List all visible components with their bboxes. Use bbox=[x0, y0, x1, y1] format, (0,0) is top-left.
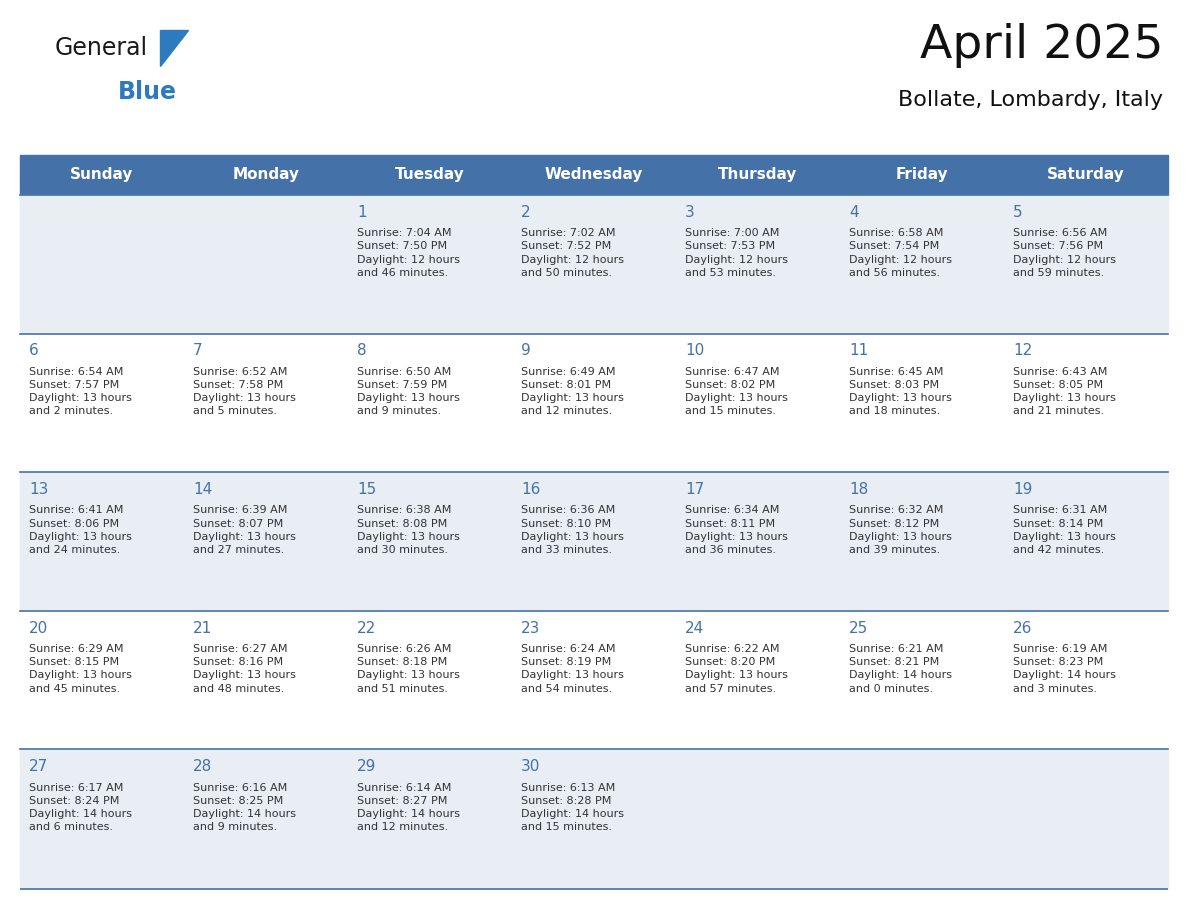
Text: 19: 19 bbox=[1013, 482, 1032, 497]
Text: 22: 22 bbox=[358, 621, 377, 635]
Text: Tuesday: Tuesday bbox=[396, 167, 465, 183]
Text: 13: 13 bbox=[30, 482, 49, 497]
Text: Sunrise: 6:14 AM
Sunset: 8:27 PM
Daylight: 14 hours
and 12 minutes.: Sunrise: 6:14 AM Sunset: 8:27 PM Dayligh… bbox=[358, 783, 460, 833]
Text: Sunrise: 6:22 AM
Sunset: 8:20 PM
Daylight: 13 hours
and 57 minutes.: Sunrise: 6:22 AM Sunset: 8:20 PM Dayligh… bbox=[685, 644, 788, 694]
Text: Monday: Monday bbox=[233, 167, 299, 183]
Text: 1: 1 bbox=[358, 205, 367, 219]
Text: 23: 23 bbox=[522, 621, 541, 635]
Text: General: General bbox=[55, 36, 148, 60]
Text: Friday: Friday bbox=[896, 167, 948, 183]
Text: 16: 16 bbox=[522, 482, 541, 497]
Text: 21: 21 bbox=[194, 621, 213, 635]
Text: 10: 10 bbox=[685, 343, 704, 358]
Text: Sunrise: 6:47 AM
Sunset: 8:02 PM
Daylight: 13 hours
and 15 minutes.: Sunrise: 6:47 AM Sunset: 8:02 PM Dayligh… bbox=[685, 367, 788, 417]
Text: Sunrise: 6:56 AM
Sunset: 7:56 PM
Daylight: 12 hours
and 59 minutes.: Sunrise: 6:56 AM Sunset: 7:56 PM Dayligh… bbox=[1013, 229, 1117, 278]
Text: 17: 17 bbox=[685, 482, 704, 497]
Text: Blue: Blue bbox=[118, 80, 177, 104]
Text: Sunrise: 6:58 AM
Sunset: 7:54 PM
Daylight: 12 hours
and 56 minutes.: Sunrise: 6:58 AM Sunset: 7:54 PM Dayligh… bbox=[849, 229, 953, 278]
Text: April 2025: April 2025 bbox=[920, 23, 1163, 68]
Text: 2: 2 bbox=[522, 205, 531, 219]
Text: Thursday: Thursday bbox=[719, 167, 797, 183]
Text: Sunrise: 6:54 AM
Sunset: 7:57 PM
Daylight: 13 hours
and 2 minutes.: Sunrise: 6:54 AM Sunset: 7:57 PM Dayligh… bbox=[30, 367, 132, 417]
Text: 12: 12 bbox=[1013, 343, 1032, 358]
Text: Sunrise: 6:45 AM
Sunset: 8:03 PM
Daylight: 13 hours
and 18 minutes.: Sunrise: 6:45 AM Sunset: 8:03 PM Dayligh… bbox=[849, 367, 952, 417]
Text: Sunrise: 6:16 AM
Sunset: 8:25 PM
Daylight: 14 hours
and 9 minutes.: Sunrise: 6:16 AM Sunset: 8:25 PM Dayligh… bbox=[194, 783, 296, 833]
Text: 5: 5 bbox=[1013, 205, 1023, 219]
Text: 15: 15 bbox=[358, 482, 377, 497]
Text: Sunrise: 6:50 AM
Sunset: 7:59 PM
Daylight: 13 hours
and 9 minutes.: Sunrise: 6:50 AM Sunset: 7:59 PM Dayligh… bbox=[358, 367, 460, 417]
Text: 29: 29 bbox=[358, 759, 377, 774]
Text: 6: 6 bbox=[30, 343, 39, 358]
Text: 30: 30 bbox=[522, 759, 541, 774]
Text: Sunrise: 6:26 AM
Sunset: 8:18 PM
Daylight: 13 hours
and 51 minutes.: Sunrise: 6:26 AM Sunset: 8:18 PM Dayligh… bbox=[358, 644, 460, 694]
Text: 25: 25 bbox=[849, 621, 868, 635]
Polygon shape bbox=[160, 30, 188, 66]
Text: Sunrise: 6:39 AM
Sunset: 8:07 PM
Daylight: 13 hours
and 27 minutes.: Sunrise: 6:39 AM Sunset: 8:07 PM Dayligh… bbox=[194, 506, 296, 555]
Text: 28: 28 bbox=[194, 759, 213, 774]
Text: 4: 4 bbox=[849, 205, 859, 219]
Text: 8: 8 bbox=[358, 343, 367, 358]
Text: Sunrise: 6:49 AM
Sunset: 8:01 PM
Daylight: 13 hours
and 12 minutes.: Sunrise: 6:49 AM Sunset: 8:01 PM Dayligh… bbox=[522, 367, 624, 417]
Text: Sunrise: 6:17 AM
Sunset: 8:24 PM
Daylight: 14 hours
and 6 minutes.: Sunrise: 6:17 AM Sunset: 8:24 PM Dayligh… bbox=[30, 783, 132, 833]
Text: 20: 20 bbox=[30, 621, 49, 635]
Text: Sunrise: 7:00 AM
Sunset: 7:53 PM
Daylight: 12 hours
and 53 minutes.: Sunrise: 7:00 AM Sunset: 7:53 PM Dayligh… bbox=[685, 229, 788, 278]
Text: 3: 3 bbox=[685, 205, 695, 219]
Text: Sunrise: 7:02 AM
Sunset: 7:52 PM
Daylight: 12 hours
and 50 minutes.: Sunrise: 7:02 AM Sunset: 7:52 PM Dayligh… bbox=[522, 229, 624, 278]
Text: Sunrise: 6:27 AM
Sunset: 8:16 PM
Daylight: 13 hours
and 48 minutes.: Sunrise: 6:27 AM Sunset: 8:16 PM Dayligh… bbox=[194, 644, 296, 694]
Text: Sunrise: 6:29 AM
Sunset: 8:15 PM
Daylight: 13 hours
and 45 minutes.: Sunrise: 6:29 AM Sunset: 8:15 PM Dayligh… bbox=[30, 644, 132, 694]
Text: Wednesday: Wednesday bbox=[545, 167, 643, 183]
Text: Sunrise: 6:38 AM
Sunset: 8:08 PM
Daylight: 13 hours
and 30 minutes.: Sunrise: 6:38 AM Sunset: 8:08 PM Dayligh… bbox=[358, 506, 460, 555]
Text: Sunrise: 6:52 AM
Sunset: 7:58 PM
Daylight: 13 hours
and 5 minutes.: Sunrise: 6:52 AM Sunset: 7:58 PM Dayligh… bbox=[194, 367, 296, 417]
Text: 14: 14 bbox=[194, 482, 213, 497]
Text: Bollate, Lombardy, Italy: Bollate, Lombardy, Italy bbox=[898, 90, 1163, 110]
Text: Sunday: Sunday bbox=[70, 167, 134, 183]
Text: Sunrise: 6:21 AM
Sunset: 8:21 PM
Daylight: 14 hours
and 0 minutes.: Sunrise: 6:21 AM Sunset: 8:21 PM Dayligh… bbox=[849, 644, 953, 694]
Text: 27: 27 bbox=[30, 759, 49, 774]
Text: Sunrise: 6:24 AM
Sunset: 8:19 PM
Daylight: 13 hours
and 54 minutes.: Sunrise: 6:24 AM Sunset: 8:19 PM Dayligh… bbox=[522, 644, 624, 694]
Text: Sunrise: 6:32 AM
Sunset: 8:12 PM
Daylight: 13 hours
and 39 minutes.: Sunrise: 6:32 AM Sunset: 8:12 PM Dayligh… bbox=[849, 506, 952, 555]
Text: Sunrise: 6:34 AM
Sunset: 8:11 PM
Daylight: 13 hours
and 36 minutes.: Sunrise: 6:34 AM Sunset: 8:11 PM Dayligh… bbox=[685, 506, 788, 555]
Text: 18: 18 bbox=[849, 482, 868, 497]
Text: Sunrise: 6:19 AM
Sunset: 8:23 PM
Daylight: 14 hours
and 3 minutes.: Sunrise: 6:19 AM Sunset: 8:23 PM Dayligh… bbox=[1013, 644, 1117, 694]
Text: Saturday: Saturday bbox=[1047, 167, 1125, 183]
Text: Sunrise: 7:04 AM
Sunset: 7:50 PM
Daylight: 12 hours
and 46 minutes.: Sunrise: 7:04 AM Sunset: 7:50 PM Dayligh… bbox=[358, 229, 460, 278]
Text: Sunrise: 6:13 AM
Sunset: 8:28 PM
Daylight: 14 hours
and 15 minutes.: Sunrise: 6:13 AM Sunset: 8:28 PM Dayligh… bbox=[522, 783, 624, 833]
Text: 24: 24 bbox=[685, 621, 704, 635]
Text: Sunrise: 6:31 AM
Sunset: 8:14 PM
Daylight: 13 hours
and 42 minutes.: Sunrise: 6:31 AM Sunset: 8:14 PM Dayligh… bbox=[1013, 506, 1116, 555]
Text: Sunrise: 6:41 AM
Sunset: 8:06 PM
Daylight: 13 hours
and 24 minutes.: Sunrise: 6:41 AM Sunset: 8:06 PM Dayligh… bbox=[30, 506, 132, 555]
Text: 9: 9 bbox=[522, 343, 531, 358]
Text: 11: 11 bbox=[849, 343, 868, 358]
Text: Sunrise: 6:36 AM
Sunset: 8:10 PM
Daylight: 13 hours
and 33 minutes.: Sunrise: 6:36 AM Sunset: 8:10 PM Dayligh… bbox=[522, 506, 624, 555]
Text: Sunrise: 6:43 AM
Sunset: 8:05 PM
Daylight: 13 hours
and 21 minutes.: Sunrise: 6:43 AM Sunset: 8:05 PM Dayligh… bbox=[1013, 367, 1116, 417]
Text: 7: 7 bbox=[194, 343, 203, 358]
Text: 26: 26 bbox=[1013, 621, 1032, 635]
